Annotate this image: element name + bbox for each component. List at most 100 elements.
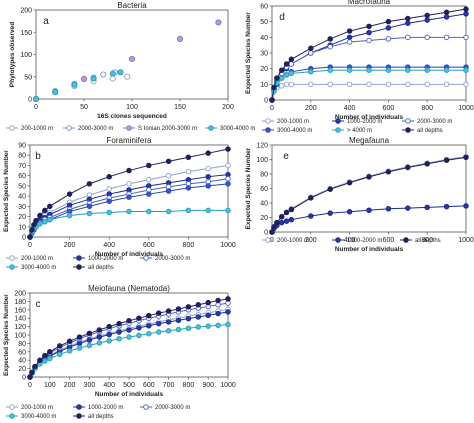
data-point: [86, 337, 93, 343]
data-point: [271, 224, 277, 230]
legend-swatch-marker: [405, 127, 411, 133]
legend-b: 200-1000 m 1000-2000 m 2000-3000 m 3000-400…: [6, 255, 190, 271]
data-point: [269, 229, 275, 235]
x-tick-label: 400: [103, 242, 115, 249]
legend-swatch-marker: [9, 264, 15, 270]
legend-label: 200-1000 m: [277, 119, 309, 125]
data-point: [66, 191, 73, 197]
y-tick-label: 40: [18, 358, 26, 365]
data-point: [76, 334, 83, 340]
x-tick-label: 1000: [220, 382, 236, 389]
y-tick-label: 40: [18, 194, 26, 201]
y-tick-label: 10: [18, 224, 26, 231]
data-point: [278, 214, 285, 220]
x-tick-label: 0: [28, 242, 32, 249]
legend-item: > 4000 m: [332, 127, 372, 134]
data-point: [185, 168, 192, 175]
legend-label: 1000-2000 m: [88, 405, 123, 411]
data-point: [346, 67, 353, 73]
legend-label: 2000-3000 m: [155, 256, 190, 262]
x-tick-label: 300: [84, 382, 96, 389]
legend-item: 3000-4000 m: [205, 125, 255, 132]
data-point: [126, 317, 132, 324]
data-point: [106, 198, 112, 204]
data-point: [424, 204, 430, 211]
data-point: [424, 12, 430, 19]
data-point: [165, 308, 172, 314]
data-point: [136, 332, 142, 339]
data-point: [463, 154, 469, 161]
data-point: [155, 310, 162, 316]
x-axis-label: 16S clones sequenced: [97, 113, 167, 120]
data-point: [405, 15, 411, 22]
data-point: [165, 158, 172, 165]
legend-item: 1000-2000 m: [332, 237, 382, 244]
data-point: [366, 29, 372, 36]
y-tick-label: 80: [18, 153, 26, 160]
y-tick-label: 50: [18, 183, 26, 190]
data-point: [278, 83, 285, 89]
legend-a: 200-1000 m 2000-3000 m S Ionian 2000-3000 …: [6, 125, 255, 132]
legend-swatch-marker: [335, 237, 341, 243]
legend-swatch-marker: [403, 237, 409, 243]
legend-label: all depths: [417, 128, 443, 134]
data-point: [146, 162, 152, 169]
y-tick-label: 60: [260, 4, 268, 11]
data-point: [42, 358, 48, 364]
data-point: [185, 315, 192, 322]
data-point: [205, 312, 211, 319]
data-point: [225, 175, 231, 182]
data-point: [146, 323, 152, 329]
data-point: [225, 309, 231, 315]
data-point: [443, 81, 450, 88]
data-point: [175, 306, 182, 312]
data-point: [346, 39, 353, 45]
y-tick-label: 160: [14, 307, 26, 314]
y-tick-label: 20: [18, 366, 26, 373]
legend-item: 200-1000 m: [262, 118, 309, 125]
series-line: [271, 156, 467, 233]
data-point: [37, 220, 43, 227]
data-point: [288, 81, 295, 88]
data-point: [106, 173, 112, 180]
data-point: [463, 81, 469, 88]
panel-a: Bacteria a 0 50 100 150 200 0 50 100 150 200 16S clo…: [6, 1, 255, 132]
x-tick-label: 1000: [220, 242, 236, 249]
x-tick-label: 200: [64, 382, 76, 389]
legend-label: 200-1000 m: [277, 238, 309, 244]
data-point: [195, 314, 202, 320]
y-tick-label: 20: [260, 215, 268, 222]
data-point: [443, 34, 450, 41]
data-point: [283, 218, 290, 224]
data-point: [116, 320, 122, 327]
data-point: [47, 216, 53, 223]
data-point: [146, 208, 152, 215]
data-point: [96, 340, 103, 346]
data-point: [385, 18, 392, 25]
y-tick-label: 0: [264, 230, 268, 237]
series-b-5: [27, 146, 231, 240]
data-point: [32, 95, 40, 103]
y-tick-label: 100: [20, 52, 32, 59]
data-point: [288, 70, 295, 77]
data-point: [47, 203, 53, 210]
x-tick-label: 0: [270, 105, 274, 112]
data-point: [346, 28, 353, 34]
panel-d: Macrofauna d 0 200 400 600 800 1000 0 10 20 30 40 50 6…: [245, 0, 474, 134]
data-point: [205, 207, 211, 214]
data-point: [106, 209, 112, 216]
panel-letter: a: [43, 16, 49, 27]
data-point: [225, 162, 231, 169]
data-point: [52, 88, 59, 95]
x-tick-label: 0: [34, 104, 38, 111]
data-point: [176, 35, 184, 42]
legend-swatch-marker: [9, 413, 15, 419]
legend-label: > 4000 m: [347, 128, 372, 134]
legend-item: 200-1000 m: [6, 255, 53, 262]
x-tick-label: 50: [80, 104, 88, 111]
series-c-4: [27, 296, 231, 380]
data-point: [385, 81, 392, 88]
data-point: [205, 183, 211, 189]
legend-swatch-marker: [76, 264, 82, 270]
data-point: [128, 55, 136, 63]
